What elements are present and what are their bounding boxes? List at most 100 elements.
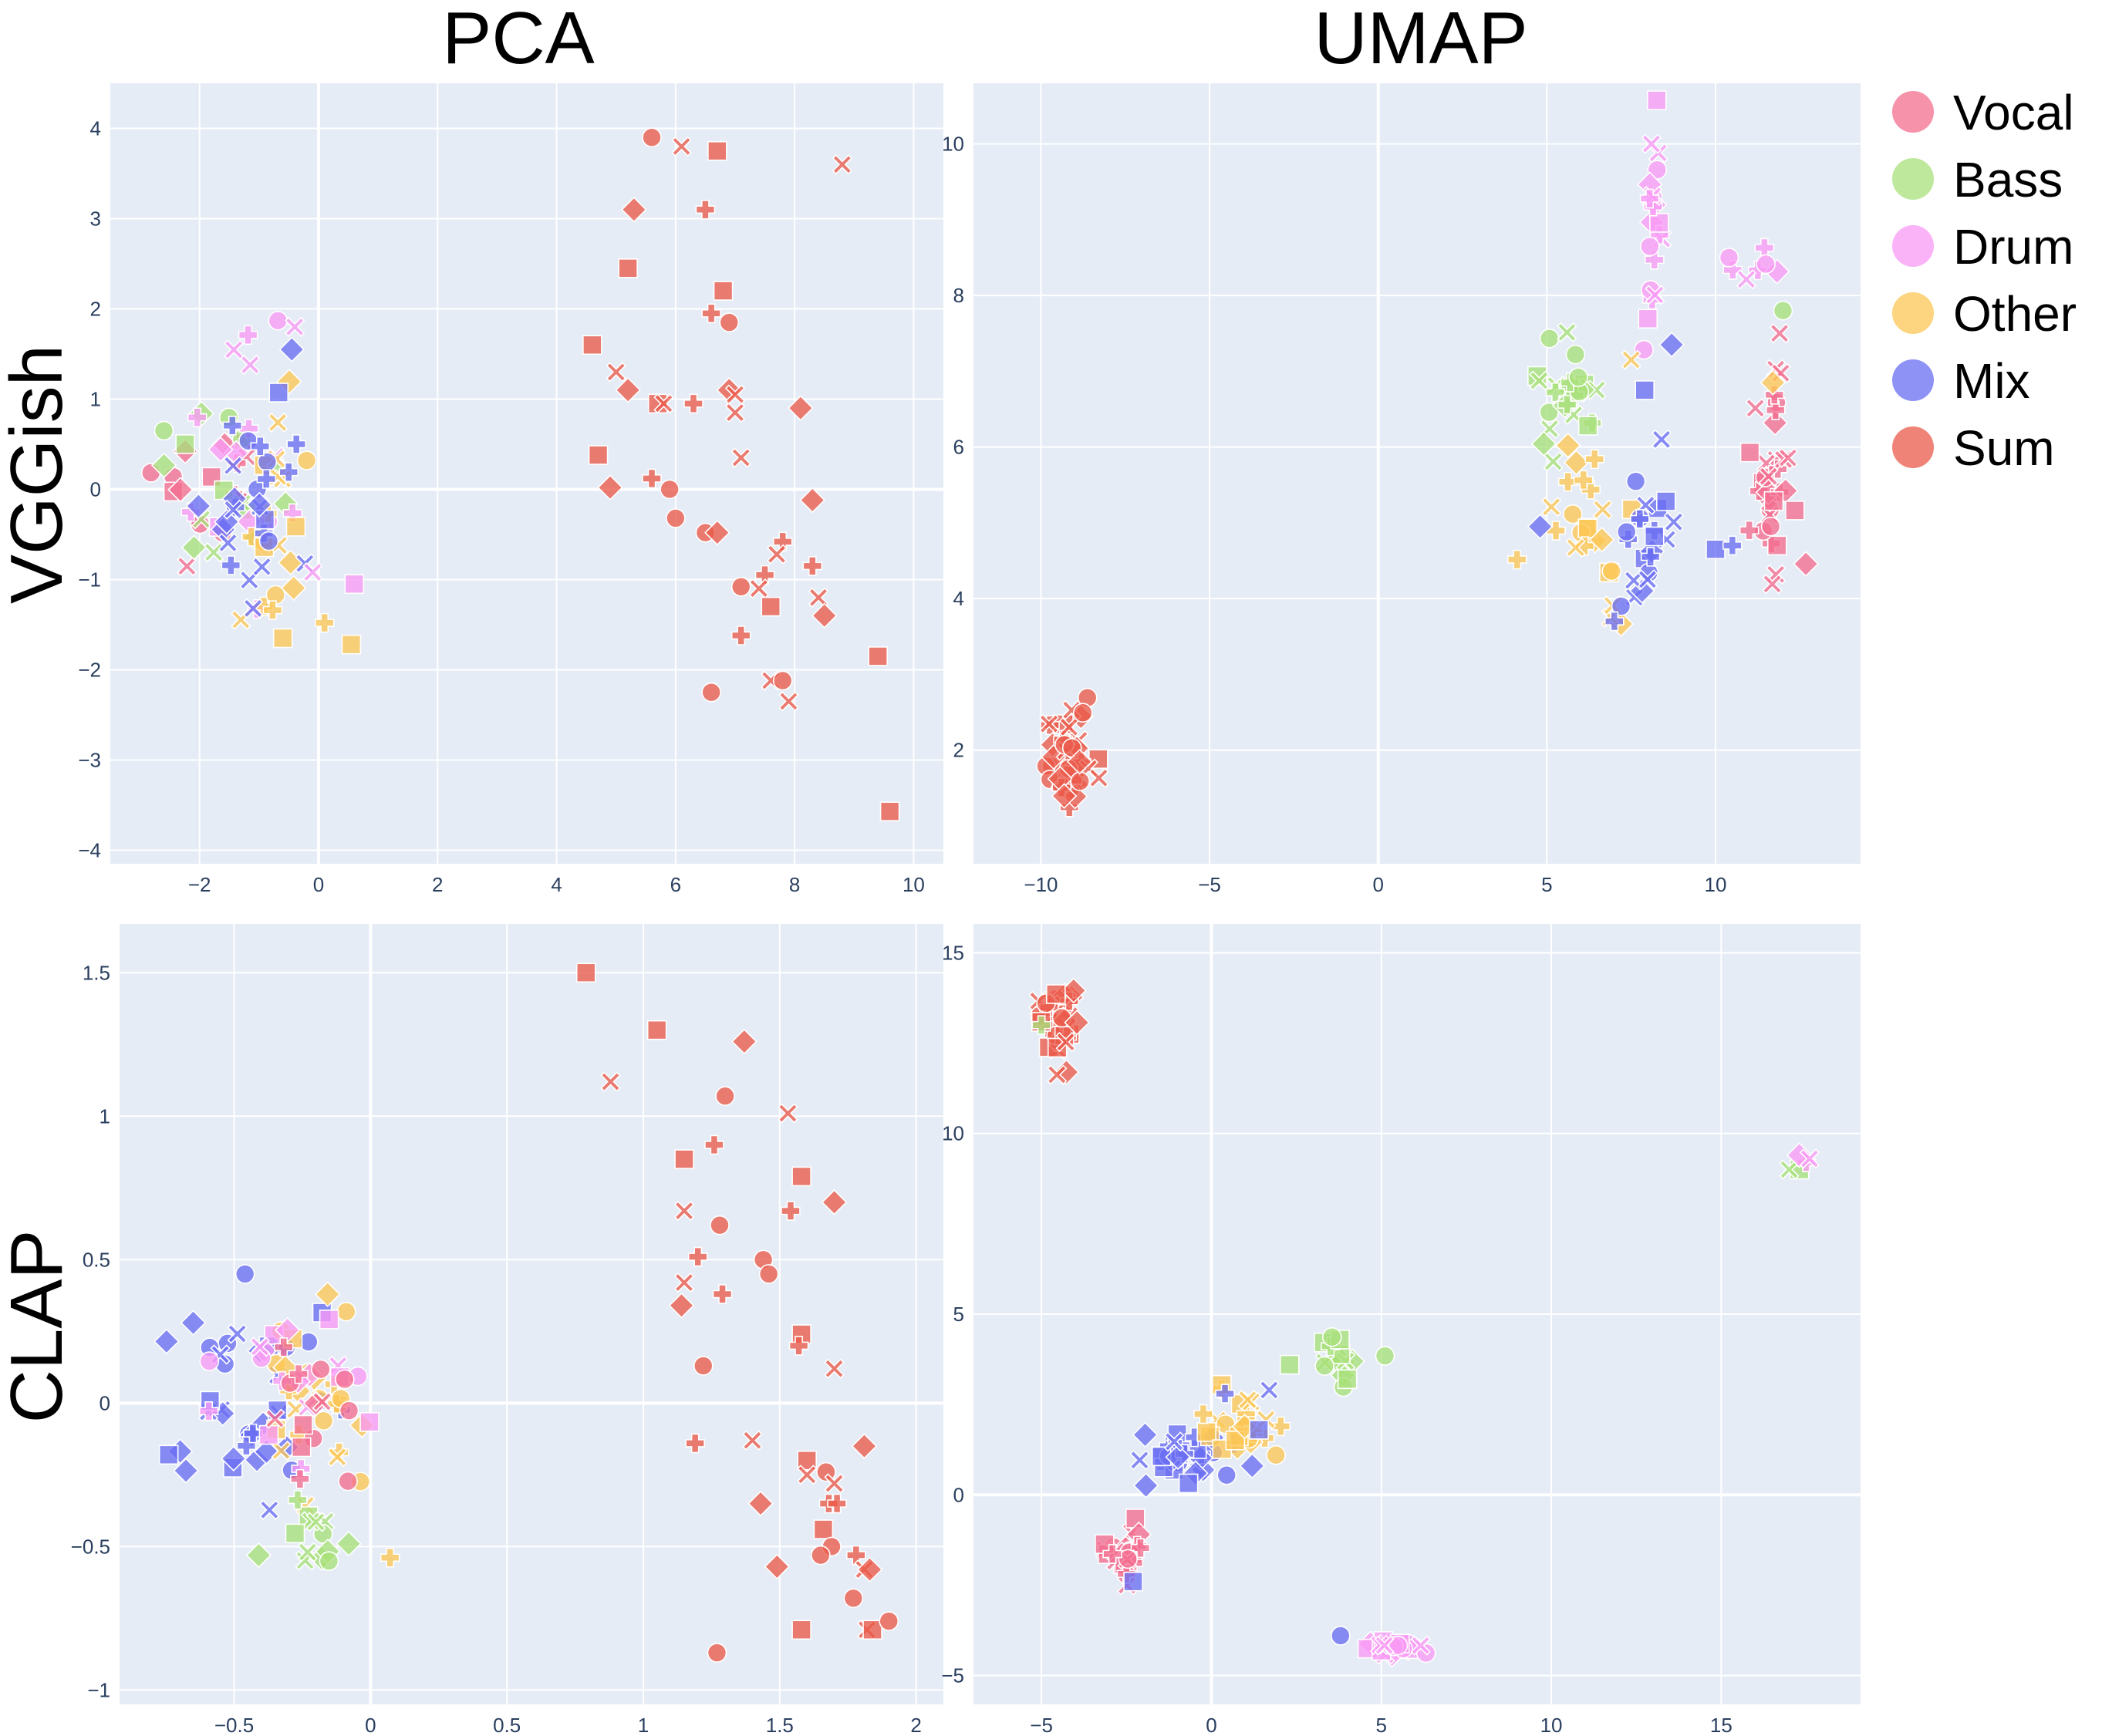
legend-item-vocal[interactable]: Vocal — [1892, 85, 2074, 140]
legend-label-other: Other — [1953, 286, 2077, 342]
point-other — [1577, 518, 1598, 539]
point-mix — [256, 469, 277, 489]
point-sum — [1066, 748, 1093, 775]
point-drum — [198, 1401, 219, 1421]
point-drum — [1719, 248, 1739, 268]
point-mix — [1616, 521, 1637, 542]
point-sum — [748, 578, 769, 599]
point-mix — [1132, 1421, 1159, 1448]
point-sum — [701, 303, 721, 324]
point-drum — [302, 561, 323, 583]
legend-item-bass[interactable]: Bass — [1892, 152, 2063, 207]
point-other — [262, 600, 283, 620]
point-vocal — [293, 1414, 313, 1435]
point-other — [327, 1447, 348, 1468]
point-other — [1621, 349, 1641, 370]
point-mix — [243, 1423, 263, 1444]
point-other — [1557, 471, 1578, 492]
point-sum — [674, 1149, 694, 1169]
point-vocal — [339, 1401, 359, 1421]
y-tick-label: 4 — [953, 587, 964, 610]
legend-item-mix[interactable]: Mix — [1892, 353, 2030, 409]
point-sum — [832, 154, 852, 175]
y-tick-label: −1 — [87, 1678, 110, 1701]
point-other — [1541, 497, 1562, 517]
x-tick-label: 0 — [1372, 873, 1383, 896]
point-vocal — [265, 1408, 285, 1429]
point-other — [1592, 499, 1613, 520]
point-sum — [1070, 771, 1091, 791]
point-vocal — [312, 1391, 332, 1412]
point-mix — [1249, 1420, 1269, 1440]
point-vocal — [1102, 1544, 1122, 1564]
y-tick-label: 1.5 — [83, 961, 110, 984]
point-mix — [214, 508, 240, 535]
point-bass — [319, 1551, 339, 1571]
x-tick-label: 2 — [910, 1714, 921, 1736]
point-vocal — [1739, 442, 1760, 463]
point-sum — [713, 281, 734, 301]
point-sum — [1088, 767, 1109, 788]
point-bass — [203, 542, 224, 563]
x-tick-label: 4 — [551, 873, 562, 896]
point-mix — [1239, 1453, 1266, 1479]
point-sum — [824, 1358, 845, 1379]
point-sum — [772, 531, 793, 552]
point-bass — [175, 434, 195, 454]
point-sum — [693, 1356, 714, 1376]
point-other — [1237, 1389, 1258, 1411]
point-sum — [730, 447, 751, 468]
plot-background — [110, 83, 943, 864]
point-sum — [704, 519, 730, 546]
point-other — [1563, 450, 1590, 476]
point-sum — [1045, 984, 1066, 1004]
point-vocal — [1766, 400, 1786, 420]
point-sum — [868, 646, 888, 666]
x-tick-label: 5 — [1376, 1714, 1387, 1736]
point-mix — [243, 598, 264, 619]
y-tick-label: 6 — [953, 436, 964, 459]
x-tick-label: −10 — [1024, 873, 1058, 896]
point-mix — [180, 1310, 207, 1336]
point-sum — [710, 1215, 730, 1235]
point-sum — [685, 1433, 705, 1454]
point-sum — [843, 1588, 864, 1609]
point-mix — [1625, 471, 1646, 491]
y-tick-label: −3 — [78, 748, 101, 771]
point-sum — [802, 556, 823, 576]
point-bass — [1375, 1346, 1395, 1366]
point-vocal — [1793, 551, 1819, 577]
y-tick-label: 0 — [100, 1391, 110, 1414]
point-bass — [1557, 322, 1577, 343]
point-drum — [1756, 254, 1776, 275]
point-bass — [1314, 1356, 1334, 1377]
point-vocal — [1785, 501, 1805, 521]
point-vocal — [177, 556, 197, 577]
point-sum — [668, 1293, 695, 1319]
point-mix — [1165, 1444, 1191, 1471]
legend-marker-drum — [1892, 225, 1934, 267]
point-sum — [671, 136, 692, 157]
point-other — [341, 634, 362, 655]
point-bass — [1530, 430, 1557, 457]
point-other — [1574, 536, 1595, 556]
point-other — [1573, 470, 1594, 490]
point-other — [271, 1440, 292, 1461]
subplot-1: −2 0 2 4 6 8 10 −4 −3 −2 −1 0 1 2 3 4 — [78, 83, 943, 896]
y-tick-label: 3 — [90, 207, 101, 230]
point-vocal — [1118, 1549, 1139, 1569]
point-bass — [1321, 1326, 1342, 1347]
legend-item-other[interactable]: Other — [1892, 286, 2077, 342]
point-mix — [1630, 509, 1650, 529]
x-tick-label: 1 — [638, 1714, 649, 1736]
point-sum — [788, 1336, 809, 1356]
legend-item-sum[interactable]: Sum — [1892, 420, 2055, 476]
point-bass — [336, 1530, 362, 1557]
y-tick-label: 15 — [942, 941, 964, 964]
y-tick-label: −0.5 — [71, 1535, 110, 1558]
point-sum — [695, 199, 716, 220]
x-tick-label: 10 — [1540, 1714, 1563, 1736]
legend-item-drum[interactable]: Drum — [1892, 219, 2073, 275]
x-tick-label: 5 — [1541, 873, 1552, 896]
point-sum — [618, 258, 638, 278]
